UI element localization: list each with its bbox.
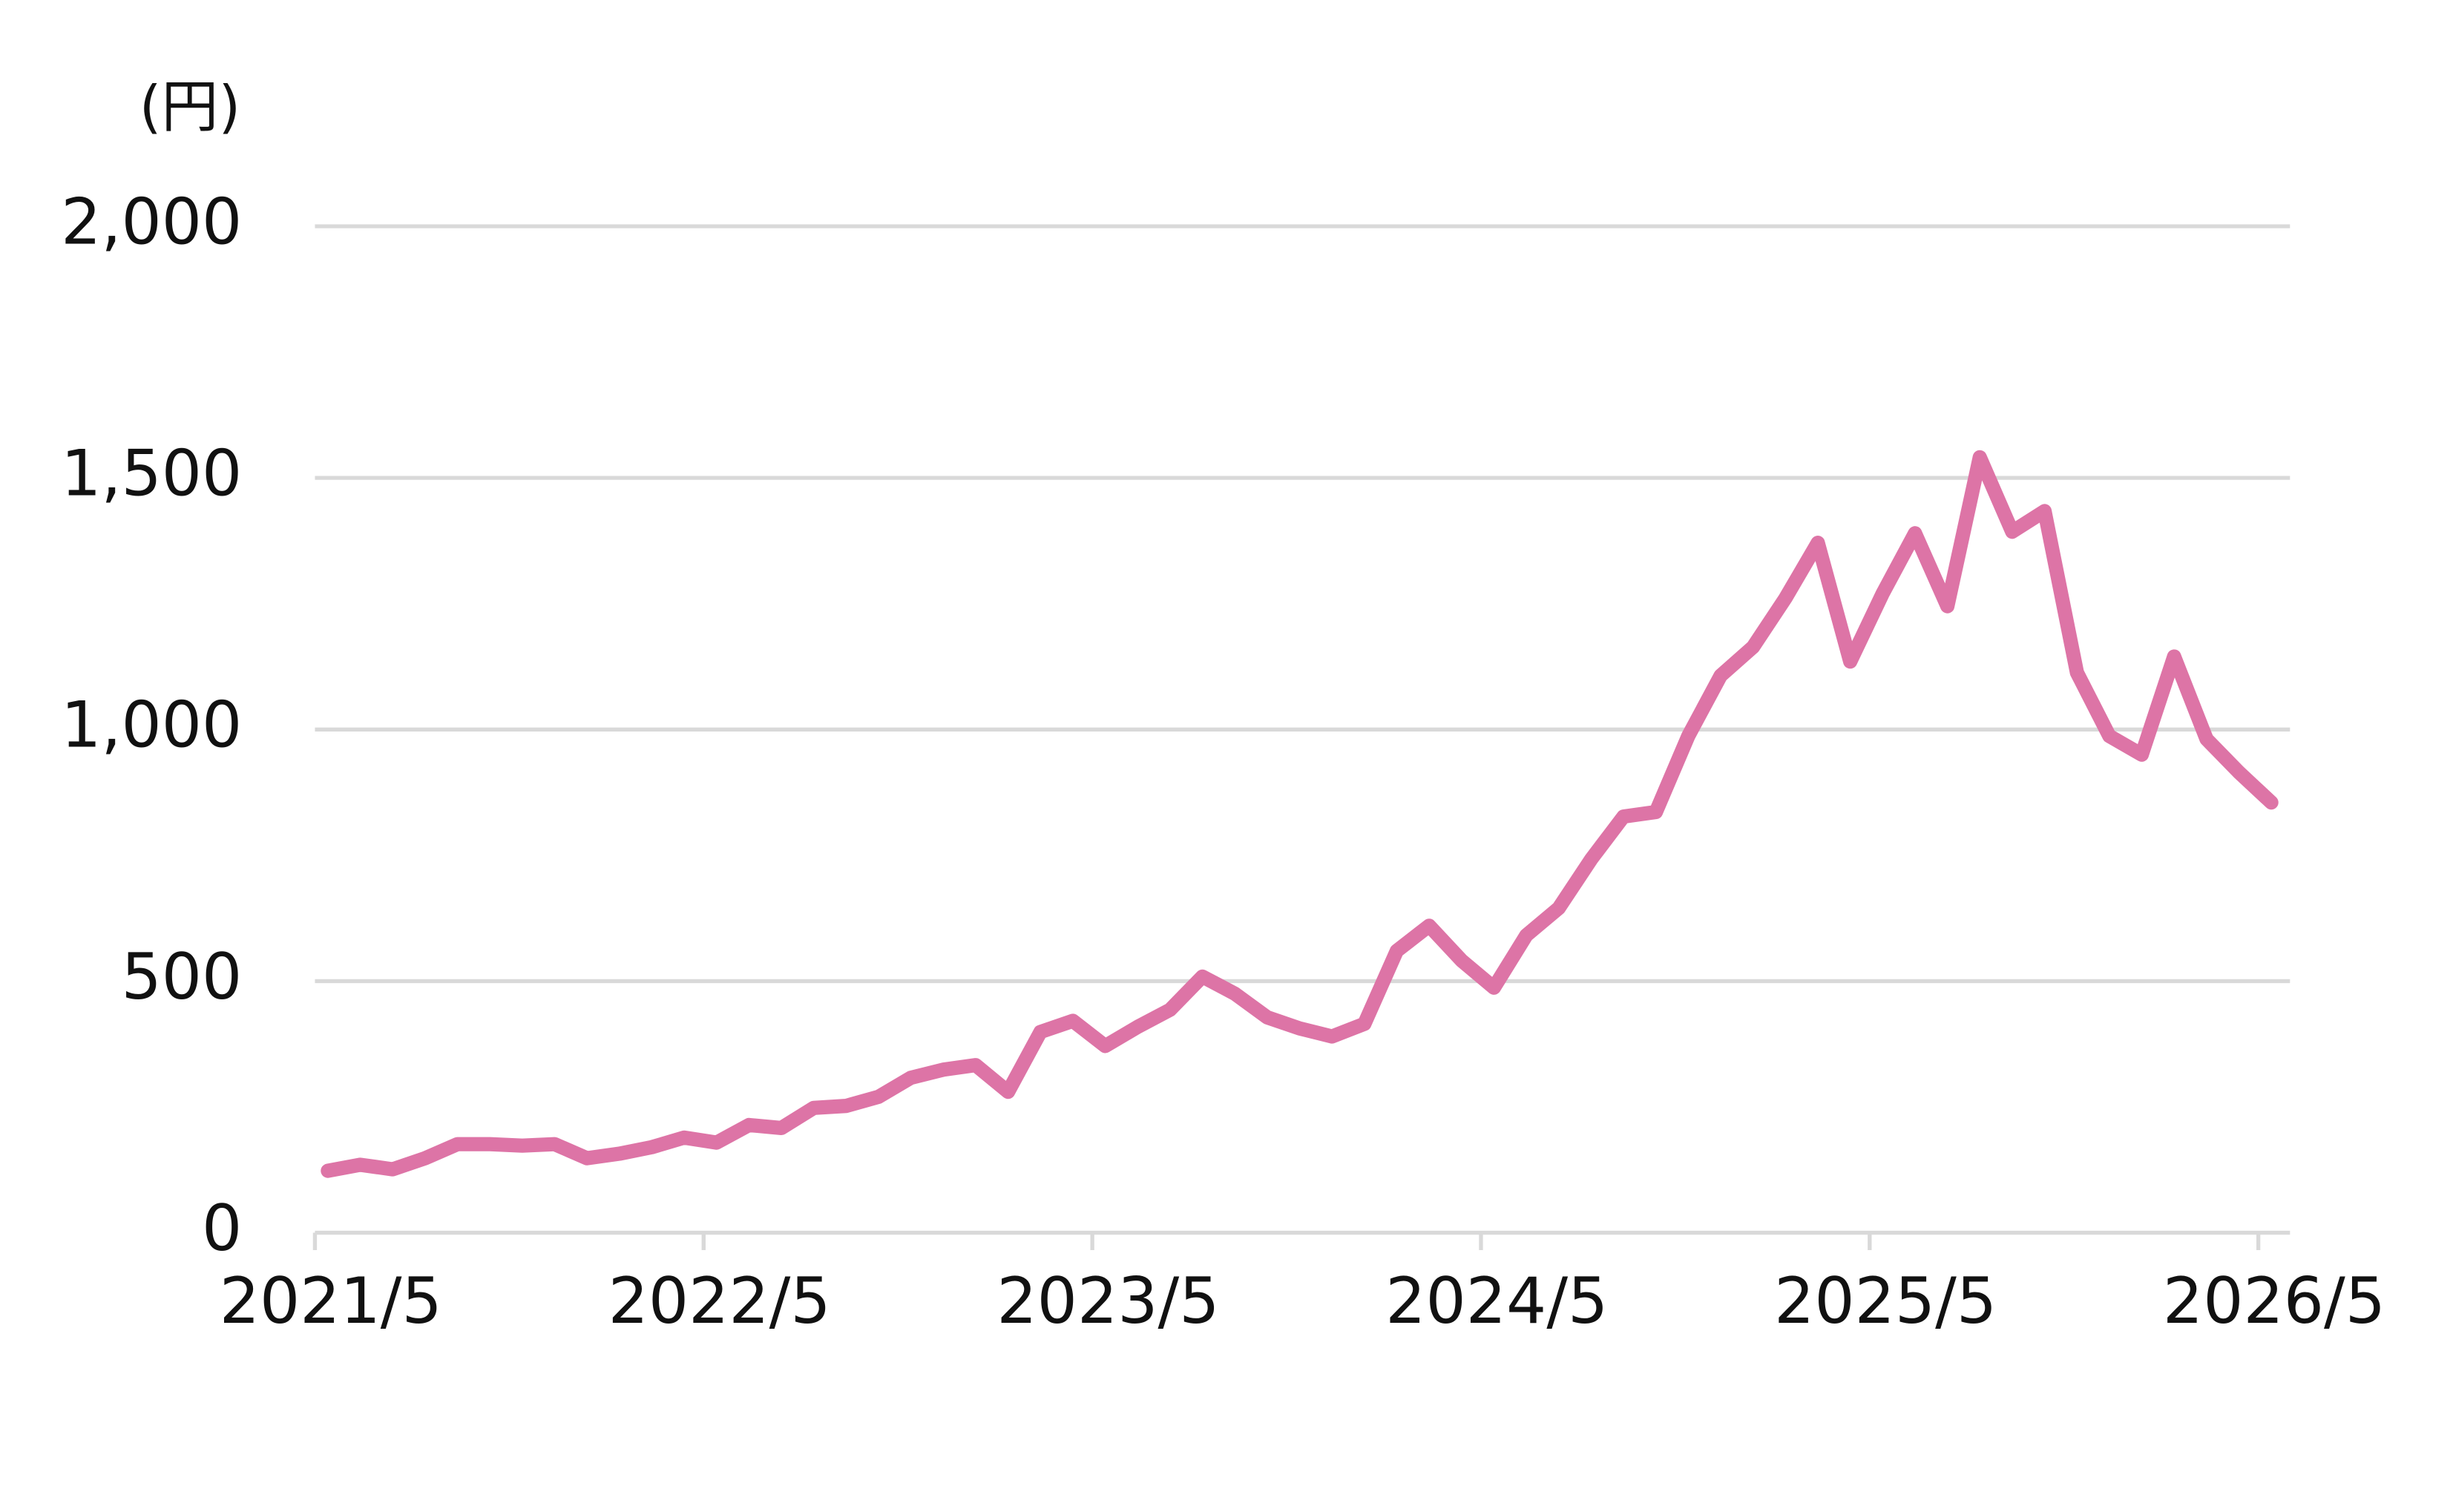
y-unit-label: (円) bbox=[139, 74, 241, 140]
x-tick-label: 2022/5 bbox=[608, 1265, 831, 1338]
y-tick-label: 500 bbox=[122, 941, 243, 1014]
y-tick-label: 1,500 bbox=[61, 438, 242, 511]
x-tick-label: 2024/5 bbox=[1385, 1265, 1608, 1338]
x-tick-label: 2025/5 bbox=[1774, 1265, 1997, 1338]
x-tick-label: 2023/5 bbox=[996, 1265, 1219, 1338]
data-line bbox=[321, 450, 2279, 1178]
y-tick-label: 1,000 bbox=[61, 689, 242, 763]
x-tick-label: 2026/5 bbox=[2163, 1265, 2385, 1338]
y-tick-label: 0 bbox=[202, 1192, 242, 1266]
x-tick-label: 2021/5 bbox=[220, 1265, 442, 1338]
y-tick-label: 2,000 bbox=[61, 185, 242, 259]
